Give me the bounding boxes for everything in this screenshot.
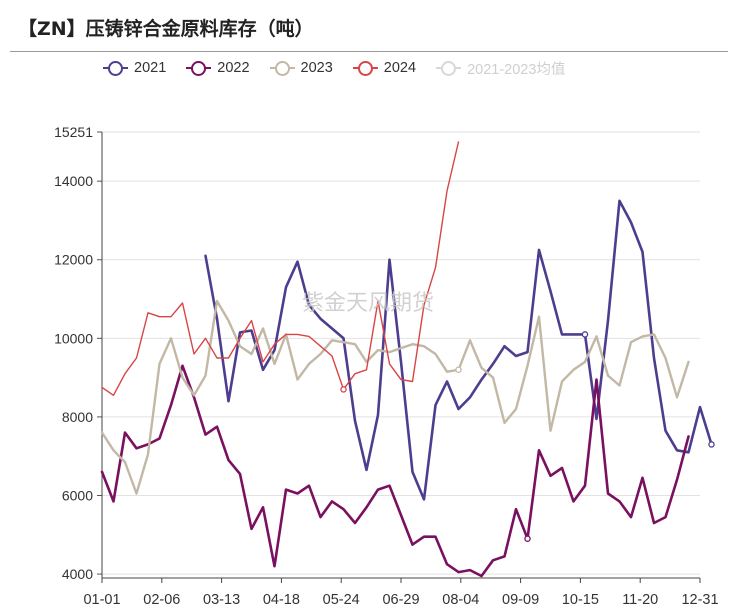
legend-item-2021[interactable]: 2021 <box>103 60 166 76</box>
y-tick-label: 12000 <box>54 252 93 268</box>
x-tick-label: 11-20 <box>622 592 658 608</box>
legend-label: 2024 <box>383 60 417 76</box>
series-line-2022 <box>100 364 690 578</box>
y-tick-label: 4000 <box>62 566 93 582</box>
y-tick-label: 8000 <box>62 409 93 425</box>
data-point-marker <box>524 535 531 542</box>
x-tick-label: 10-15 <box>562 592 599 608</box>
series-line-2021 <box>204 199 713 501</box>
series-line-2023 <box>100 299 690 495</box>
legend-label: 2021 <box>134 60 167 76</box>
legend-line-circle-icon <box>269 61 295 76</box>
legend-label: 2021-2023均值 <box>467 61 566 78</box>
legend-line-circle-icon <box>436 61 462 76</box>
watermark: 紫金天风期货 <box>302 291 435 316</box>
y-tick-label: 10000 <box>54 330 93 346</box>
x-tick-label: 03-13 <box>203 592 240 608</box>
legend-line-circle-icon <box>352 61 378 76</box>
x-tick-label: 08-04 <box>442 592 479 608</box>
data-point-marker <box>581 331 589 338</box>
data-point-marker <box>340 386 347 393</box>
x-tick-label: 12-31 <box>681 592 718 608</box>
x-tick-label: 09-09 <box>502 592 539 608</box>
legend-item-2021-2023均值[interactable]: 2021-2023均值 <box>436 58 565 79</box>
legend-item-2023[interactable]: 2023 <box>269 60 333 76</box>
x-tick-label: 06-29 <box>382 592 419 608</box>
title-divider <box>10 51 728 52</box>
legend-line-circle-icon <box>186 61 212 76</box>
legend-item-2022[interactable]: 2022 <box>186 60 250 76</box>
legend-label: 2022 <box>217 60 250 76</box>
x-tick-label: 04-18 <box>263 592 300 608</box>
legend-line-circle-icon <box>103 61 128 76</box>
x-tick-label: 01-01 <box>83 592 120 608</box>
legend-item-2024[interactable]: 2024 <box>352 60 417 76</box>
chart-title: 【ZN】压铸锌合金原料库存（吨） <box>18 18 314 40</box>
y-tick-label: 15251 <box>54 124 93 140</box>
legend-label: 2023 <box>300 60 333 76</box>
data-point-marker <box>455 366 462 374</box>
chart-legend: 2021 2022 2023 2024 2021-2023均值 <box>103 57 585 79</box>
y-tick-label: 14000 <box>54 173 93 189</box>
x-tick-label: 05-24 <box>323 592 360 608</box>
y-tick-label: 6000 <box>62 487 93 503</box>
data-point-marker <box>708 441 715 448</box>
x-tick-label: 02-06 <box>143 592 180 608</box>
series-line-2024 <box>101 141 460 396</box>
